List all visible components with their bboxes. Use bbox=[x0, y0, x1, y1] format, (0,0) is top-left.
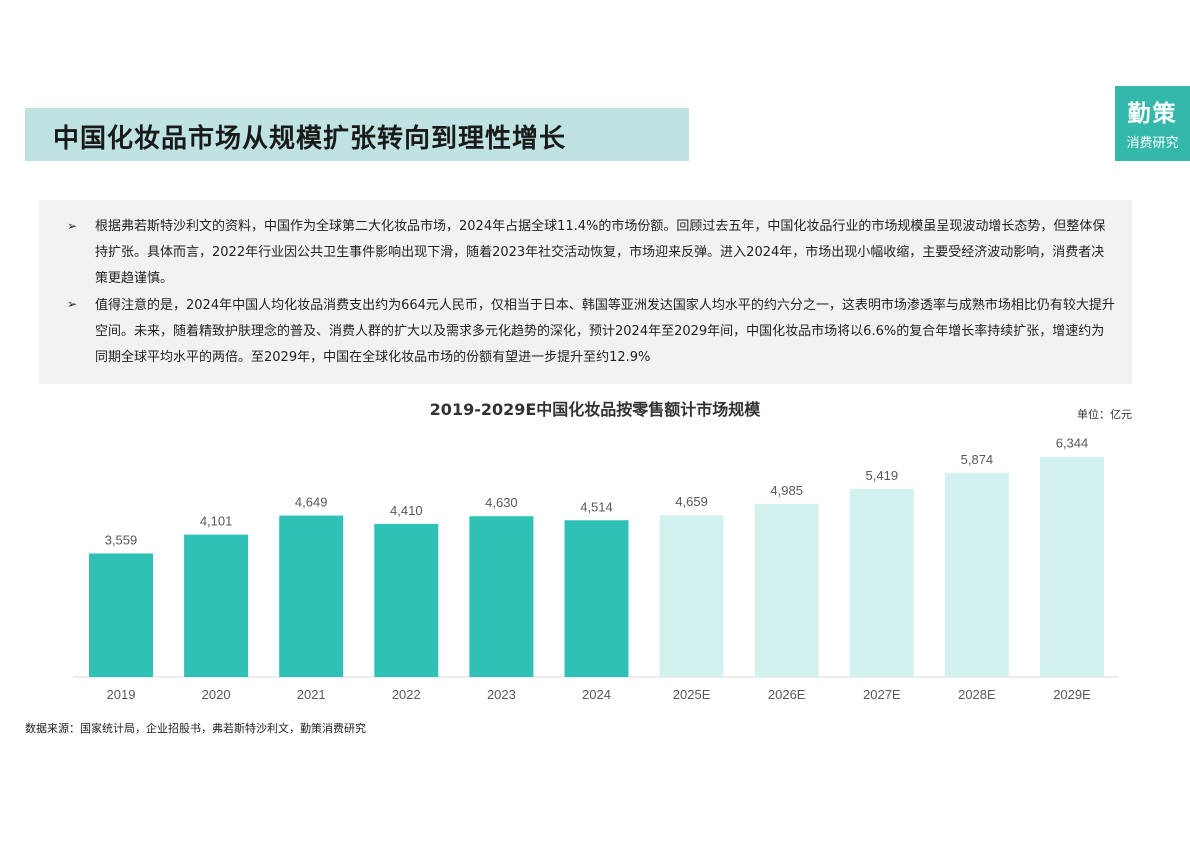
bar-2028E bbox=[944, 473, 1009, 677]
data-label: 4,101 bbox=[200, 514, 233, 529]
data-label: 3,559 bbox=[105, 532, 138, 547]
bullet-arrow-icon: ➢ bbox=[67, 219, 78, 233]
bar-2021 bbox=[279, 515, 344, 677]
x-tick-label: 2019 bbox=[107, 687, 136, 702]
chart-unit-label: 单位：亿元 bbox=[1077, 408, 1132, 421]
bar-2029E bbox=[1040, 456, 1104, 677]
bar-2019 bbox=[89, 553, 153, 677]
summary-paragraph: 根据弗若斯特沙利文的资料，中国作为全球第二大化妆品市场，2024年占据全球11.… bbox=[95, 219, 1106, 286]
x-tick-label: 2028E bbox=[958, 687, 996, 702]
x-tick-label: 2021 bbox=[297, 687, 326, 702]
bar-2022 bbox=[374, 523, 439, 677]
data-label: 5,874 bbox=[961, 452, 994, 467]
data-label: 6,344 bbox=[1056, 436, 1089, 451]
bar-2027E bbox=[849, 488, 914, 677]
x-tick-label: 2029E bbox=[1053, 687, 1091, 702]
data-label: 5,419 bbox=[866, 468, 899, 483]
summary-paragraph: 值得注意的是，2024年中国人均化妆品消费支出约为664元人民币，仅相当于日本、… bbox=[95, 298, 1115, 365]
brand-logo: 勤策 消费研究 bbox=[1115, 86, 1190, 161]
bullet-arrow-icon: ➢ bbox=[67, 297, 78, 311]
x-tick-label: 2025E bbox=[673, 687, 711, 702]
data-label: 4,659 bbox=[675, 494, 708, 509]
data-label: 4,514 bbox=[580, 499, 613, 514]
x-tick-label: 2026E bbox=[768, 687, 806, 702]
title-bar: 中国化妆品市场从规模扩张转向到理性增长 bbox=[25, 108, 689, 161]
bar-2026E bbox=[754, 503, 819, 677]
data-label: 4,649 bbox=[295, 495, 328, 510]
bar-2025E bbox=[659, 515, 724, 677]
bar-2023 bbox=[469, 516, 534, 677]
summary-box: ➢ 根据弗若斯特沙利文的资料，中国作为全球第二大化妆品市场，2024年占据全球1… bbox=[39, 200, 1132, 384]
data-label: 4,630 bbox=[485, 495, 518, 510]
x-tick-label: 2022 bbox=[392, 687, 421, 702]
data-source-note: 数据来源：国家统计局，企业招股书，弗若斯特沙利文，勤策消费研究 bbox=[25, 722, 366, 735]
bar-2024 bbox=[564, 520, 629, 677]
x-tick-label: 2027E bbox=[863, 687, 901, 702]
bar-2020 bbox=[184, 534, 249, 677]
x-tick-label: 2024 bbox=[582, 687, 611, 702]
page-title: 中国化妆品市场从规模扩张转向到理性增长 bbox=[53, 124, 567, 154]
chart-title: 2019-2029E中国化妆品按零售额计市场规模 bbox=[429, 400, 761, 419]
x-tick-label: 2023 bbox=[487, 687, 516, 702]
brand-subtitle: 消费研究 bbox=[1126, 136, 1179, 151]
data-label: 4,410 bbox=[390, 503, 423, 518]
brand-name: 勤策 bbox=[1127, 101, 1178, 127]
x-tick-label: 2020 bbox=[202, 687, 231, 702]
data-label: 4,985 bbox=[770, 483, 803, 498]
